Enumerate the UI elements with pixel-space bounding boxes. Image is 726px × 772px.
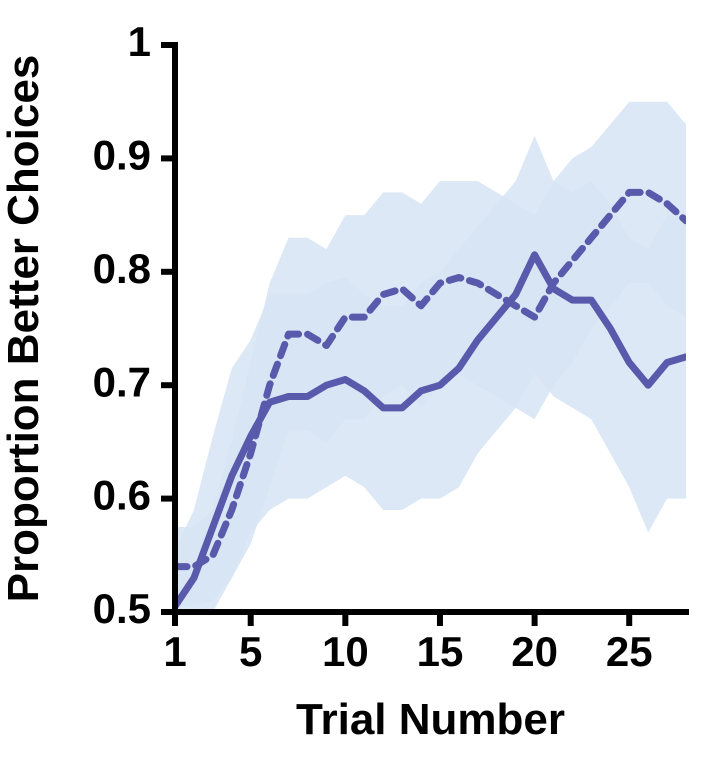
x-tick-label: 20: [511, 628, 558, 675]
x-tick-label: 15: [417, 628, 464, 675]
y-tick-label: 0.8: [93, 245, 151, 292]
y-axis-label: Proportion Better Choices: [0, 55, 48, 603]
x-tick-label: 25: [606, 628, 653, 675]
learning-curve-chart: 0.50.60.70.80.911510152025Trial NumberPr…: [0, 0, 726, 772]
y-tick-label: 0.9: [93, 131, 151, 178]
chart-container: 0.50.60.70.80.911510152025Trial NumberPr…: [0, 0, 726, 772]
x-tick-label: 5: [239, 628, 262, 675]
y-tick-label: 0.6: [93, 472, 151, 519]
y-tick-label: 0.5: [93, 585, 151, 632]
y-tick-label: 1: [128, 18, 151, 65]
x-tick-label: 10: [322, 628, 369, 675]
y-tick-label: 0.7: [93, 358, 151, 405]
x-tick-label: 1: [163, 628, 186, 675]
x-axis-label: Trial Number: [296, 695, 565, 744]
